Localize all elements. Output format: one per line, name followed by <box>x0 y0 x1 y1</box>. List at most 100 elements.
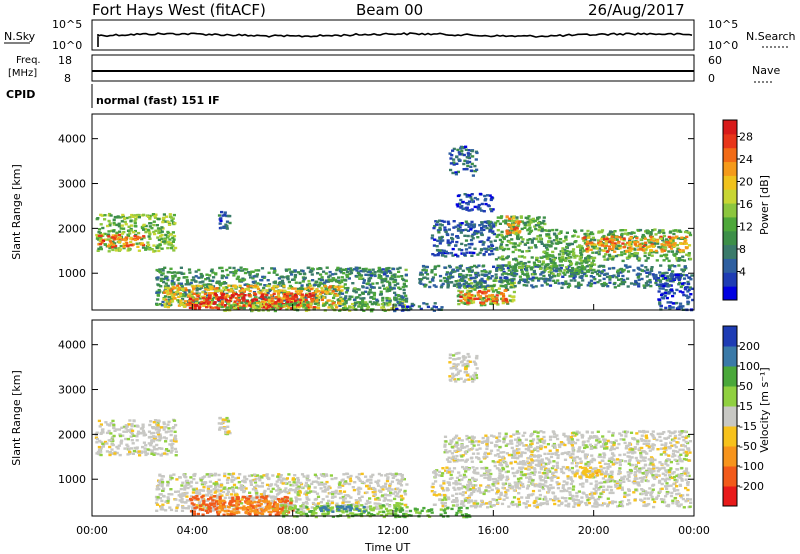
power-cell <box>502 220 506 223</box>
power-cell <box>306 266 310 270</box>
power-cell <box>373 271 377 274</box>
power-cell <box>345 268 349 271</box>
power-cell <box>469 274 473 277</box>
power-cell <box>179 266 183 269</box>
power-cell <box>404 300 409 303</box>
power-cell <box>246 300 250 303</box>
power-cell <box>238 278 242 281</box>
power-cell <box>665 271 669 275</box>
power-cell <box>385 268 389 271</box>
velocity-cell <box>98 439 102 443</box>
power-cell <box>690 274 694 277</box>
velocity-cell <box>304 500 308 504</box>
power-cell <box>456 285 460 289</box>
power-cell <box>540 228 544 231</box>
power-cell <box>637 285 641 288</box>
power-cell <box>299 290 304 293</box>
power-cell <box>499 266 503 270</box>
power-cell <box>283 299 287 302</box>
velocity-cell <box>330 500 334 503</box>
power-cell <box>564 252 568 255</box>
power-cell <box>545 243 549 247</box>
power-cell <box>484 250 488 253</box>
power-cell <box>571 269 575 272</box>
power-cell <box>107 230 111 233</box>
power-cell <box>591 236 595 239</box>
power-cell <box>675 243 679 247</box>
power-cell <box>580 276 584 279</box>
power-cell <box>162 297 166 301</box>
power-cell <box>679 285 683 289</box>
power-cell <box>486 284 490 287</box>
power-cell <box>133 229 137 233</box>
velocity-cell <box>221 501 225 504</box>
velocity-cell <box>126 453 130 456</box>
power-cell <box>686 280 690 284</box>
power-cell <box>227 305 232 308</box>
power-cell <box>520 220 524 223</box>
power-cell <box>501 292 505 296</box>
power-cell <box>173 222 177 225</box>
power-cell <box>646 229 650 233</box>
power-cell <box>364 273 368 276</box>
power-cell <box>273 302 277 305</box>
power-colorbar-band <box>723 230 737 246</box>
power-cell <box>267 271 271 274</box>
velocity-cell <box>189 495 194 498</box>
power-cell <box>679 242 683 245</box>
velocity-cell <box>341 484 345 487</box>
power-cell <box>675 257 679 260</box>
power-cell <box>214 273 218 276</box>
power-cell <box>345 270 350 274</box>
velocity-cell <box>338 483 342 486</box>
power-cell <box>111 230 115 233</box>
velocity-cell <box>291 488 295 492</box>
power-cell <box>304 287 308 290</box>
power-cell <box>436 239 440 242</box>
power-cell <box>171 275 175 278</box>
velocity-cell <box>184 492 188 495</box>
power-cell <box>285 296 289 300</box>
power-cell <box>659 304 663 308</box>
power-cell <box>502 237 506 241</box>
velocity-cell <box>152 435 156 438</box>
power-cell <box>465 273 469 277</box>
power-cell <box>195 304 199 307</box>
power-cell <box>307 286 311 289</box>
power-cell <box>667 235 671 239</box>
power-cell <box>538 225 542 229</box>
power-ytick-label: 1000 <box>58 267 86 280</box>
power-cell <box>162 240 166 243</box>
power-cell <box>431 276 435 279</box>
power-cell <box>542 250 546 254</box>
power-cell <box>438 219 442 222</box>
velocity-cell <box>384 474 388 477</box>
velocity-cell <box>271 474 275 477</box>
power-cell <box>471 301 476 304</box>
velocity-cell <box>400 502 404 506</box>
power-cell <box>443 266 447 269</box>
power-cell <box>505 244 509 247</box>
power-cell <box>618 247 622 250</box>
velocity-cell <box>174 423 178 427</box>
power-cell <box>558 268 562 271</box>
power-cell <box>568 275 572 278</box>
power-cell <box>663 243 667 247</box>
velocity-cell <box>173 447 178 451</box>
power-cell <box>104 238 108 241</box>
power-cell <box>268 301 272 304</box>
velocity-cell <box>398 488 402 492</box>
power-cell <box>250 270 254 273</box>
power-cell <box>671 237 675 240</box>
velocity-cell <box>135 439 139 442</box>
power-cell <box>494 289 498 292</box>
power-cell <box>97 243 101 246</box>
power-cell <box>579 249 583 252</box>
power-cell <box>99 223 103 226</box>
power-cell <box>561 275 565 278</box>
power-cell <box>434 223 439 226</box>
power-cell <box>525 250 529 253</box>
power-cell <box>365 303 369 306</box>
power-cell <box>146 241 150 244</box>
power-cell <box>267 306 271 309</box>
